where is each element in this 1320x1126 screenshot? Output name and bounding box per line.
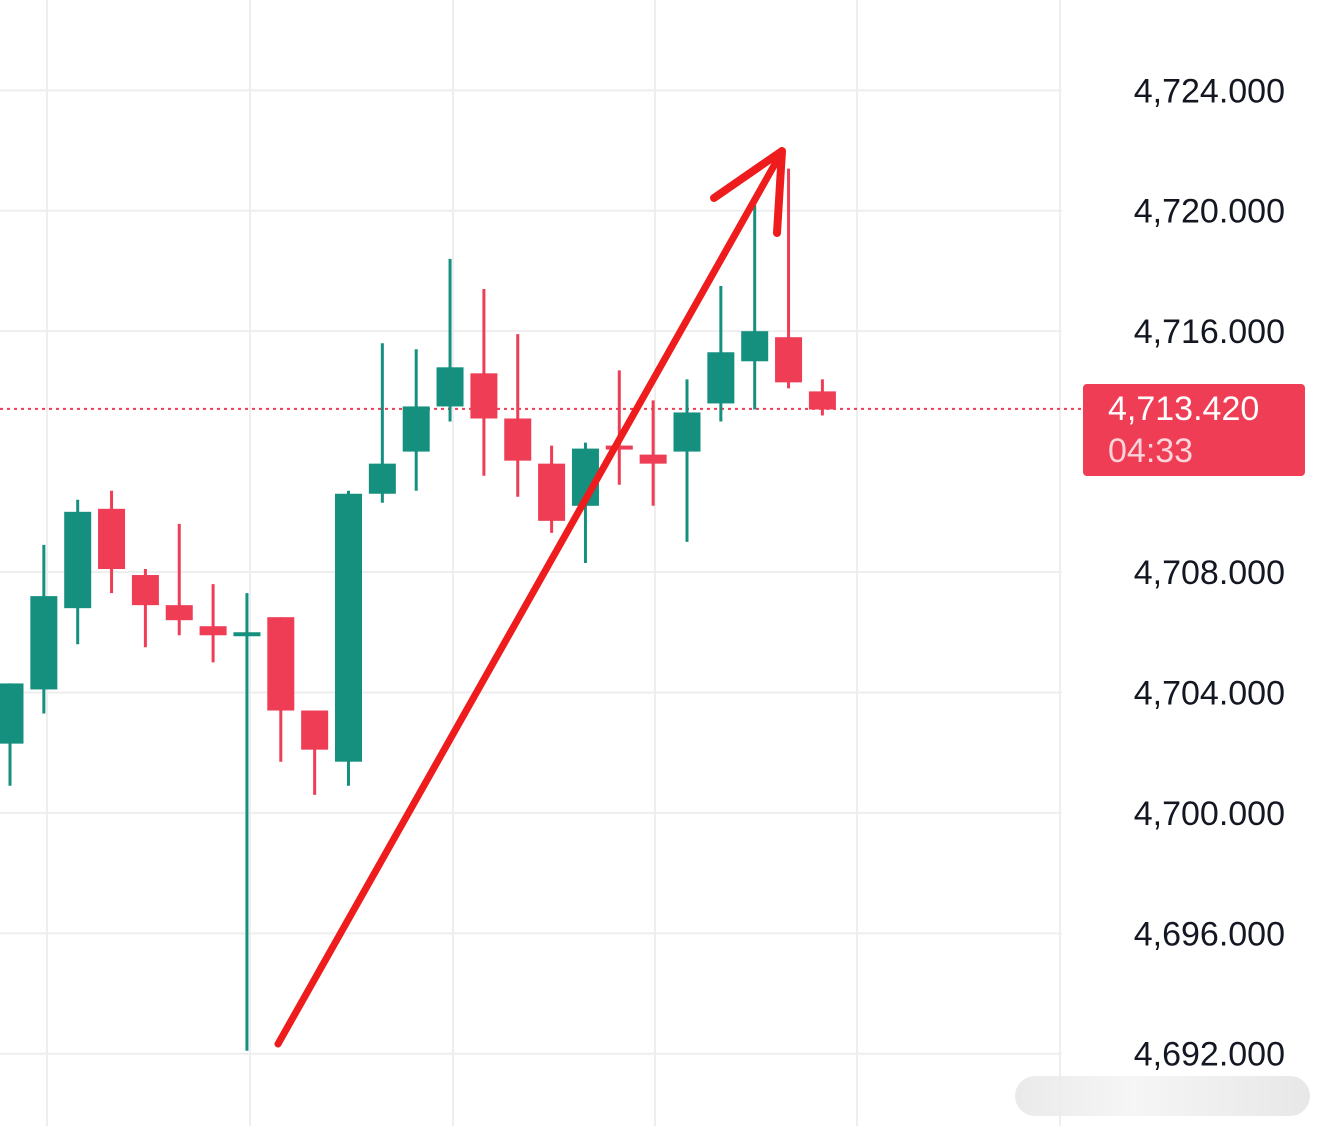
candle-body bbox=[267, 617, 295, 711]
candle-body bbox=[673, 412, 701, 452]
candle-body bbox=[368, 463, 396, 494]
candle-bearish bbox=[639, 400, 667, 506]
candle-countdown: 04:33 bbox=[1108, 432, 1194, 470]
candle-body bbox=[335, 493, 362, 762]
y-axis: 4,724.000 4,720.000 4,716.000 4,708.000 4,70… bbox=[1134, 72, 1285, 1073]
grid-lines bbox=[0, 0, 1062, 1126]
candle-bullish bbox=[0, 683, 24, 786]
candle-body bbox=[131, 575, 159, 606]
candle-bullish bbox=[64, 499, 92, 645]
candle-bullish bbox=[30, 544, 58, 714]
current-price-value: 4,713.420 bbox=[1108, 390, 1260, 428]
candle-body bbox=[233, 632, 261, 637]
candle-body bbox=[639, 454, 667, 464]
candle-body bbox=[808, 391, 836, 410]
candle-bullish bbox=[436, 258, 464, 422]
candle-body bbox=[165, 605, 193, 621]
arrow-head bbox=[710, 147, 786, 237]
candle-bearish bbox=[98, 490, 126, 594]
candles bbox=[0, 168, 836, 1051]
candle-body bbox=[64, 511, 92, 609]
y-tick-label: 4,696.000 bbox=[1134, 915, 1285, 953]
candle-bullish bbox=[673, 379, 701, 542]
candle-body bbox=[504, 418, 532, 461]
arrow-shaft bbox=[274, 151, 784, 1048]
candle-body bbox=[402, 406, 430, 452]
candle-bearish bbox=[301, 710, 329, 795]
candle-body bbox=[436, 367, 464, 407]
candle-bullish bbox=[402, 349, 430, 491]
candle-body bbox=[301, 710, 329, 750]
candle-body bbox=[741, 331, 769, 362]
candle-bearish bbox=[165, 523, 193, 636]
candle-bearish bbox=[267, 617, 295, 762]
candle-bearish bbox=[538, 445, 566, 533]
y-tick-label: 4,716.000 bbox=[1134, 313, 1285, 351]
candle-body bbox=[707, 352, 735, 404]
annotation-arrow bbox=[274, 147, 786, 1048]
candle-bearish bbox=[504, 334, 532, 497]
candle-body bbox=[538, 463, 566, 521]
candle-bullish bbox=[233, 593, 261, 1051]
candle-bearish bbox=[775, 168, 803, 389]
current-price-tag: 4,713.420 04:33 bbox=[1083, 384, 1305, 476]
y-tick-label: 4,692.000 bbox=[1134, 1036, 1285, 1074]
watermark bbox=[1015, 1076, 1310, 1116]
candle-body bbox=[605, 445, 633, 450]
candle-bearish bbox=[199, 584, 227, 663]
candle-bearish bbox=[470, 289, 498, 476]
y-tick-label: 4,720.000 bbox=[1134, 193, 1285, 231]
y-tick-label: 4,724.000 bbox=[1134, 72, 1285, 110]
candle-bearish bbox=[131, 569, 159, 648]
candle-body bbox=[30, 596, 58, 690]
candle-body bbox=[98, 508, 126, 570]
candle-bullish bbox=[707, 286, 735, 422]
candle-bullish bbox=[368, 343, 396, 503]
candle-body bbox=[775, 337, 803, 383]
candle-body bbox=[0, 683, 24, 744]
y-tick-label: 4,704.000 bbox=[1134, 674, 1285, 712]
candle-bearish bbox=[808, 379, 836, 416]
candle-bullish bbox=[335, 490, 362, 786]
candle-body bbox=[470, 373, 498, 419]
y-tick-label: 4,700.000 bbox=[1134, 795, 1285, 833]
candle-body bbox=[199, 626, 227, 636]
candle-bearish bbox=[605, 370, 633, 485]
y-tick-label: 4,708.000 bbox=[1134, 554, 1285, 592]
candle-bullish bbox=[741, 204, 769, 410]
